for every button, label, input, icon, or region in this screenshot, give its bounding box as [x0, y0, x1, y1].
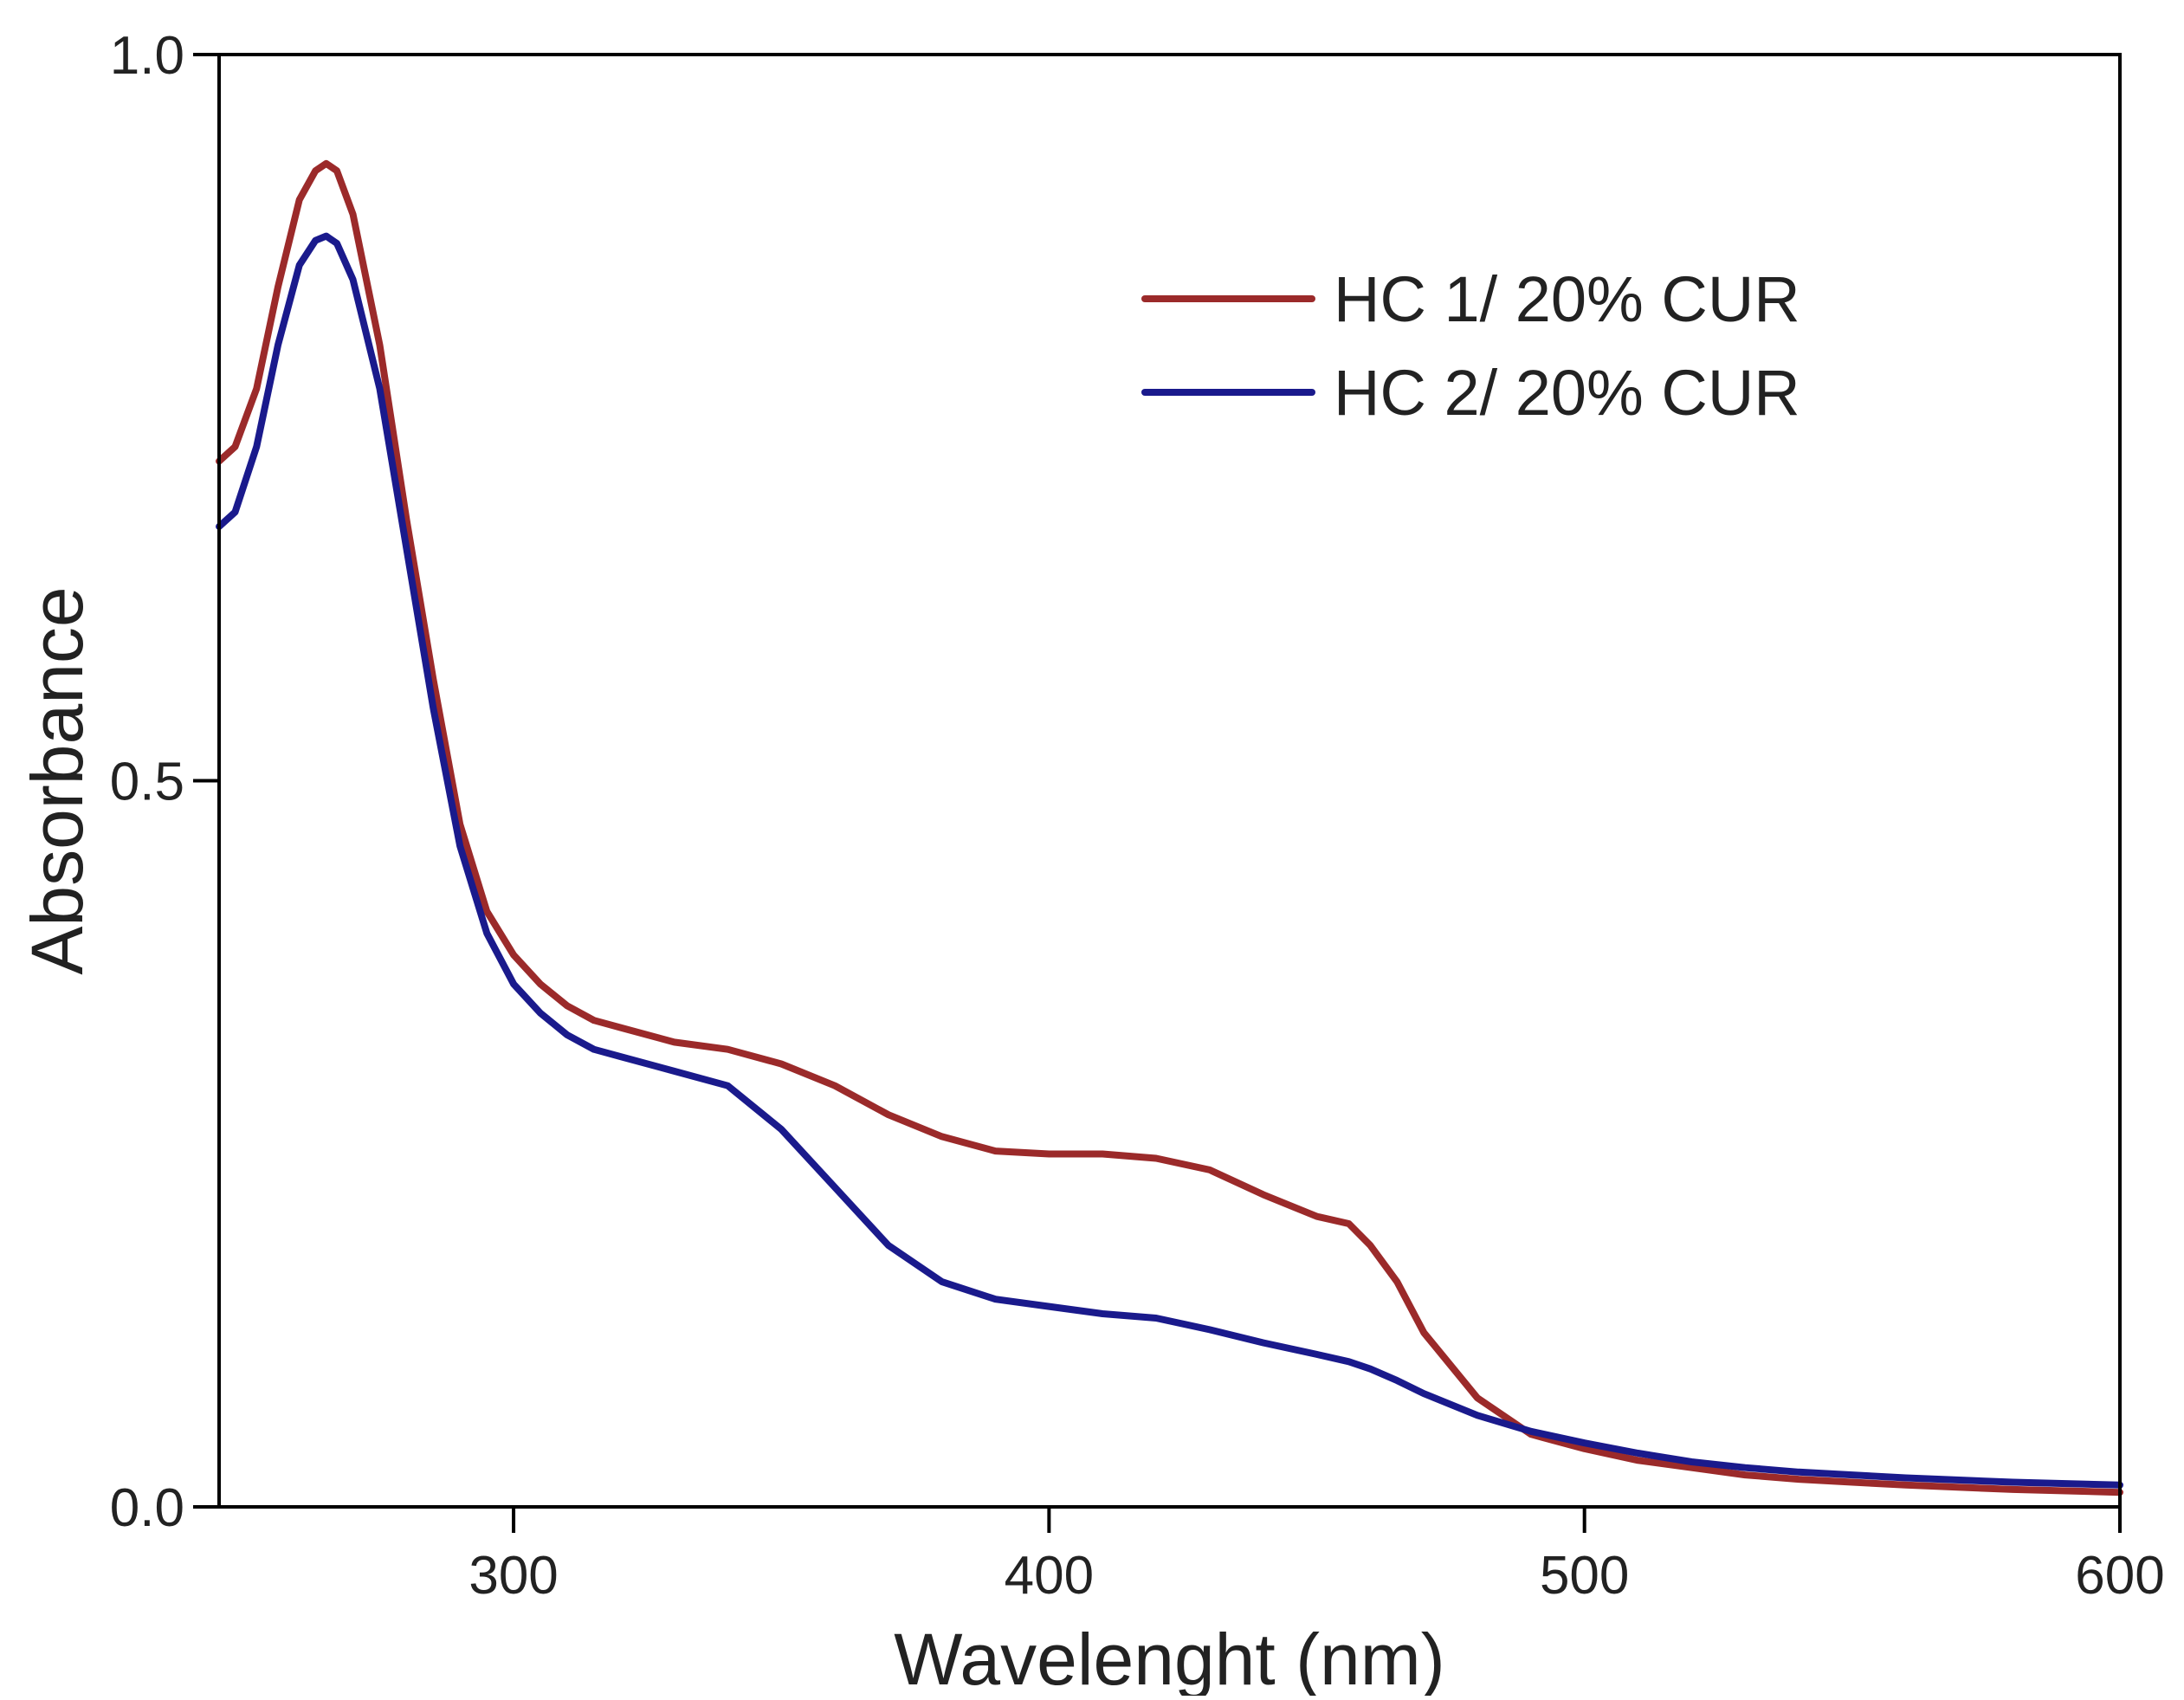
y-axis-ticks: 0.0 0.5 1.0 [110, 26, 219, 1538]
y-tick-label: 1.0 [110, 26, 184, 86]
x-tick-label: 500 [1540, 1546, 1629, 1606]
series-line-2 [216, 232, 2123, 1489]
x-tick-label: 400 [1005, 1546, 1094, 1606]
x-axis-ticks: 300 400 500 600 [468, 1507, 2165, 1606]
x-tick-label: 600 [2075, 1546, 2164, 1606]
y-tick-label: 0.0 [110, 1478, 184, 1538]
plot-frame [217, 53, 2122, 1509]
y-axis-label: Absorbance [16, 586, 98, 974]
y-tick-label: 0.5 [110, 753, 184, 812]
series-layer [216, 159, 2123, 1496]
series-line-1 [216, 159, 2123, 1496]
x-tick-label: 300 [468, 1546, 558, 1606]
x-axis-label: Wavelenght (nm) [894, 1619, 1444, 1696]
legend: HC 1/ 20% CUR HC 2/ 20% CUR [1141, 263, 1800, 429]
legend-label-2: HC 2/ 20% CUR [1334, 357, 1800, 429]
legend-label-1: HC 1/ 20% CUR [1334, 263, 1800, 335]
